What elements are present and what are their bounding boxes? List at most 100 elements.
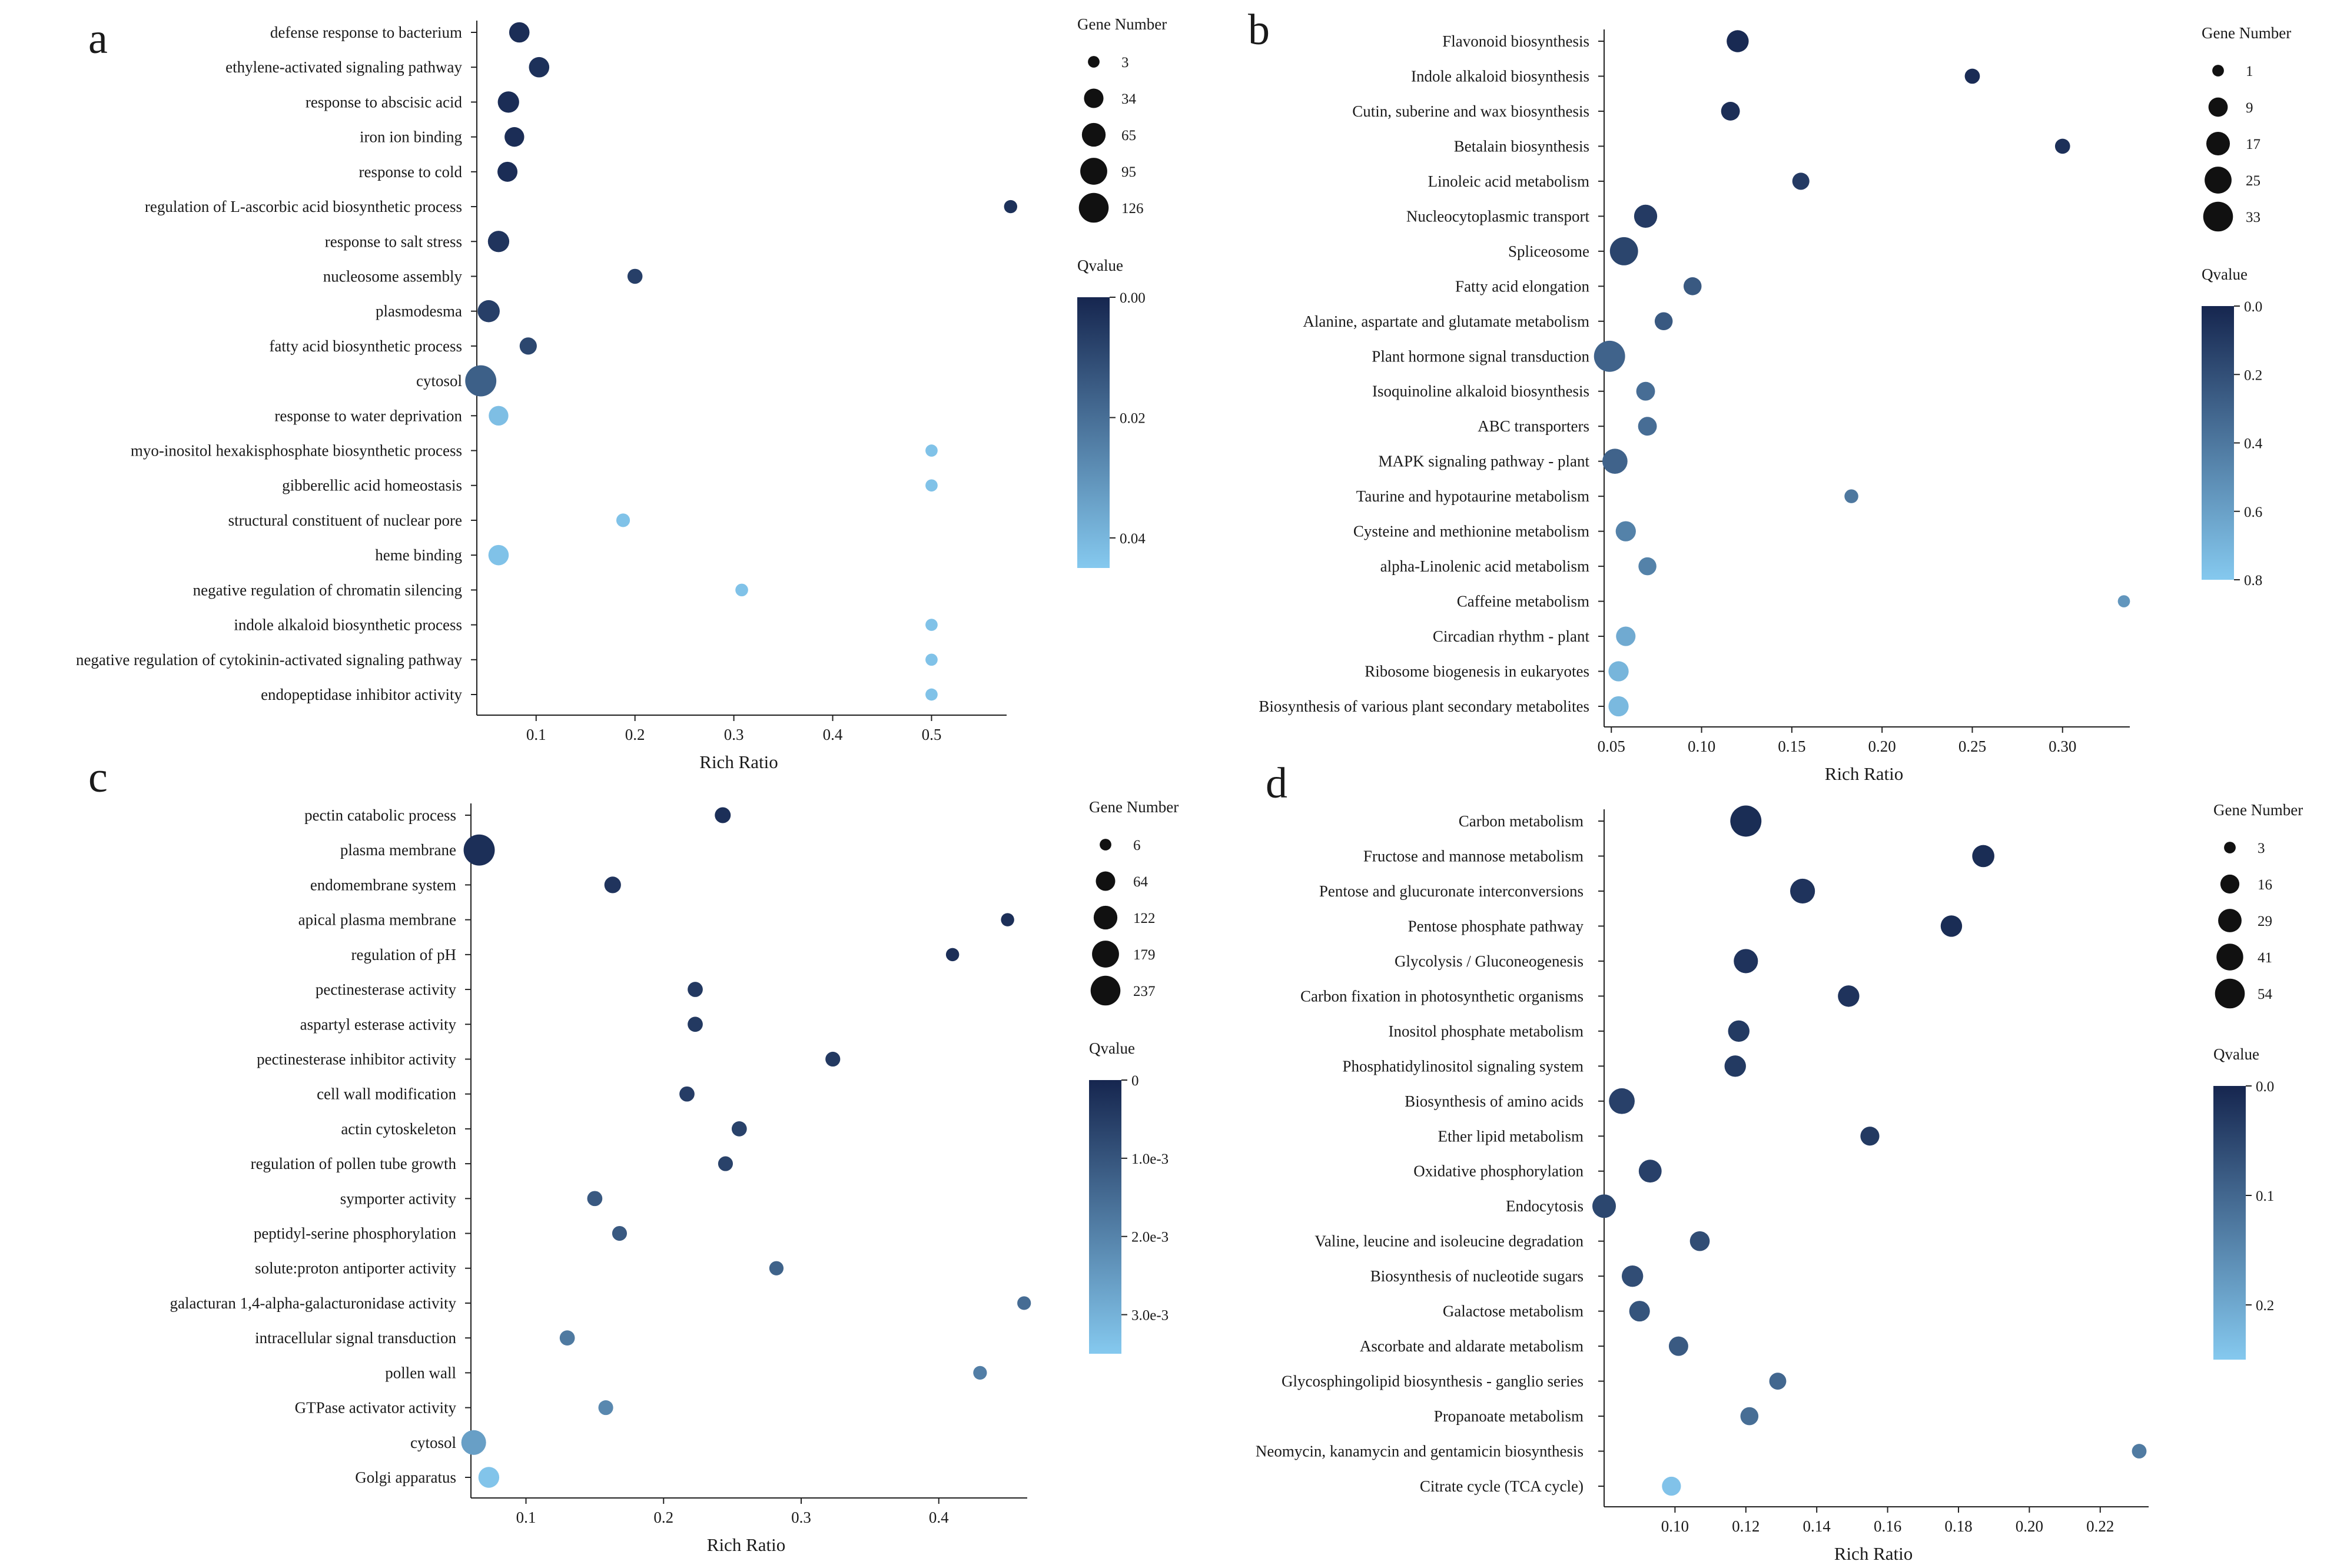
category-label: Cysteine and methionine metabolism [1353, 523, 1589, 540]
category-label: Pentose phosphate pathway [1408, 917, 1584, 935]
category-label: Glycosphingolipid biosynthesis - ganglio… [1282, 1373, 1584, 1390]
category-label: gibberellic acid homeostasis [282, 477, 462, 494]
x-tick-label: 0.2 [653, 1509, 673, 1526]
x-tick-label: 0.4 [929, 1509, 949, 1526]
data-point [1683, 277, 1702, 295]
size-legend-dot [2208, 97, 2228, 117]
size-legend-label: 29 [2258, 913, 2272, 929]
category-label: Golgi apparatus [355, 1469, 456, 1486]
data-point [735, 583, 748, 597]
data-point [1844, 489, 1858, 503]
category-label: Caffeine metabolism [1457, 593, 1589, 610]
category-label: Oxidative phosphorylation [1413, 1162, 1584, 1180]
category-label: Indole alkaloid biosynthesis [1411, 67, 1589, 85]
data-point [489, 406, 509, 426]
size-legend-label: 179 [1133, 947, 1156, 963]
category-label: symporter activity [340, 1190, 457, 1207]
category-label: Taurine and hypotaurine metabolism [1356, 487, 1589, 505]
data-point [1721, 102, 1740, 121]
data-point [1621, 1265, 1644, 1287]
size-legend-dot [2212, 65, 2224, 77]
size-legend-dot [2220, 874, 2240, 894]
category-label: Valine, leucine and isoleucine degradati… [1314, 1233, 1584, 1250]
colorbar-tick-label: 0 [1131, 1073, 1139, 1089]
panel-letter: a [88, 15, 108, 63]
data-point [1734, 949, 1758, 974]
x-tick-label: 0.4 [823, 726, 843, 743]
panel-a: a defense response to bacterium ethylene-a… [76, 15, 1167, 772]
category-label: Propanoate metabolism [1434, 1407, 1584, 1425]
category-label: plasmodesma [376, 303, 462, 320]
category-label: Inositol phosphate metabolism [1389, 1022, 1584, 1040]
data-point [1609, 1088, 1635, 1114]
panel-letter: d [1266, 759, 1287, 808]
x-tick-label: 0.1 [516, 1509, 536, 1526]
data-point [1662, 1476, 1681, 1496]
data-point [1790, 878, 1815, 904]
category-label: ABC transporters [1478, 417, 1589, 435]
data-point [925, 619, 938, 631]
data-point [825, 1051, 841, 1067]
category-label: Circadian rhythm - plant [1433, 627, 1590, 645]
x-axis-title: Rich Ratio [1825, 763, 1903, 784]
data-point [2117, 595, 2130, 607]
category-label: plasma membrane [340, 841, 456, 859]
data-point [616, 513, 630, 527]
category-label: response to salt stress [325, 232, 462, 250]
size-legend-label: 41 [2258, 950, 2272, 966]
colorbar-tick-label: 0.1 [2256, 1188, 2274, 1204]
size-legend-dot [1090, 975, 1121, 1006]
category-label: peptidyl-serine phosphorylation [254, 1225, 457, 1243]
x-tick-label: 0.20 [1868, 738, 1896, 755]
colorbar-tick-label: 0.0 [2244, 299, 2262, 315]
x-tick-label: 0.05 [1598, 738, 1625, 755]
data-point [945, 948, 960, 962]
category-label: Ascorbate and aldarate metabolism [1360, 1337, 1584, 1355]
category-label: response to cold [359, 163, 463, 181]
panel-b: b Flavonoid biosynthesis Indole alkaloid b… [1248, 6, 2291, 784]
size-legend-dot [1088, 56, 1100, 68]
data-point [1634, 204, 1658, 228]
category-label: Cutin, suberine and wax biosynthesis [1352, 102, 1589, 120]
x-tick-label: 0.22 [2086, 1517, 2114, 1535]
category-label: cytosol [416, 372, 462, 390]
data-point [688, 982, 703, 997]
colorbar-tick-label: 0.00 [1120, 290, 1146, 306]
data-point [2054, 138, 2070, 154]
x-tick-label: 0.16 [1874, 1517, 1901, 1535]
data-point [973, 1366, 987, 1380]
data-point [1668, 1336, 1688, 1356]
data-point [925, 444, 938, 457]
data-point [598, 1400, 613, 1416]
size-legend-title: Gene Number [2213, 801, 2303, 819]
data-point [627, 268, 643, 284]
data-point [519, 337, 537, 355]
size-legend-dot [1078, 192, 1109, 223]
colorbar-tick-label: 0.04 [1120, 531, 1146, 547]
category-label: endopeptidase inhibitor activity [261, 686, 462, 703]
category-label: alpha-Linolenic acid metabolism [1380, 557, 1589, 575]
size-legend-label: 64 [1133, 874, 1148, 890]
data-point [465, 365, 497, 397]
size-legend-label: 17 [2246, 137, 2260, 152]
x-axis-title: Rich Ratio [707, 1534, 785, 1555]
size-legend-dot [2205, 167, 2232, 194]
size-legend-dot [1100, 839, 1111, 851]
category-label: solute:proton antiporter activity [255, 1260, 456, 1277]
data-point [1728, 1020, 1750, 1042]
data-point [2132, 1444, 2147, 1459]
data-point [461, 1430, 486, 1455]
category-label: indole alkaloid biosynthetic process [234, 616, 462, 634]
data-point [1592, 1194, 1616, 1218]
color-legend-title: Qvalue [2202, 265, 2248, 283]
category-label: intracellular signal transduction [255, 1329, 456, 1347]
size-legend-label: 122 [1133, 911, 1156, 926]
x-tick-label: 0.20 [2016, 1517, 2043, 1535]
size-legend-dot [1081, 122, 1106, 147]
data-point [1594, 340, 1625, 372]
x-tick-label: 0.2 [625, 726, 645, 743]
panel-letter: c [88, 753, 108, 802]
category-label: Biosynthesis of nucleotide sugars [1370, 1267, 1584, 1285]
data-point [715, 807, 731, 823]
